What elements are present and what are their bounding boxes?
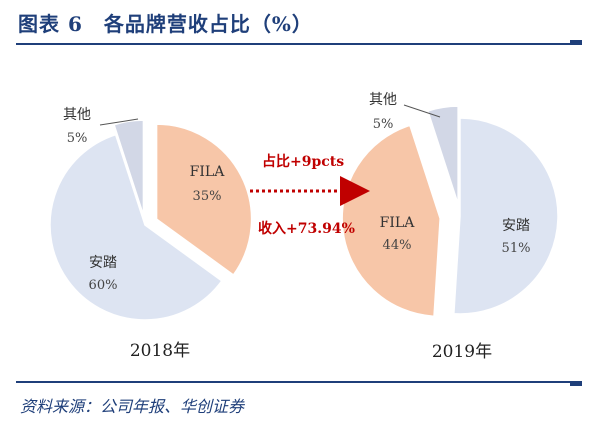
pie-slice-2019-0: [453, 117, 559, 315]
slice-label: 安踏: [502, 218, 530, 234]
pie-2018: FILA 35% 安踏 60% 其他 5%: [49, 107, 253, 321]
pie-2019: 安踏 51% FILA 44% 其他 5%: [341, 92, 559, 318]
year-label-2019: 2019年: [432, 342, 492, 362]
slice-value-label: 44%: [383, 238, 412, 253]
source-note: 资料来源：公司年报、华创证券: [20, 397, 245, 416]
slice-value-label: 5%: [373, 117, 394, 132]
share-change-annotation: 占比+9pcts: [262, 153, 344, 170]
slice-label: 安踏: [89, 255, 117, 271]
source-rule: [16, 381, 582, 383]
pie-slice-2019-2: [426, 105, 459, 205]
figure-title: 图表 6 各品牌营收占比（%）: [18, 12, 313, 36]
leader-line: [99, 118, 139, 126]
pie-slice-2018-1: [49, 133, 223, 321]
slice-label: FILA: [190, 164, 226, 180]
slice-value-label: 35%: [193, 189, 222, 204]
pie-slice-2019-1: [341, 124, 441, 318]
slice-value-label: 51%: [502, 241, 531, 256]
pie-slice-2018-2: [113, 119, 145, 216]
leader-line: [403, 104, 441, 118]
slice-value-label: 5%: [67, 131, 88, 146]
slice-value-label: 60%: [89, 278, 118, 293]
title-rule: [16, 43, 582, 45]
slice-label: 其他: [369, 92, 397, 108]
pie-slice-2018-0: [155, 123, 253, 276]
slice-label: 其他: [63, 107, 91, 123]
title-rule-tick: [570, 40, 582, 45]
source-rule-tick: [570, 381, 582, 386]
year-label-2018: 2018年: [130, 341, 190, 361]
slice-label: FILA: [380, 215, 416, 231]
revenue-change-annotation: 收入+73.94%: [258, 220, 355, 237]
